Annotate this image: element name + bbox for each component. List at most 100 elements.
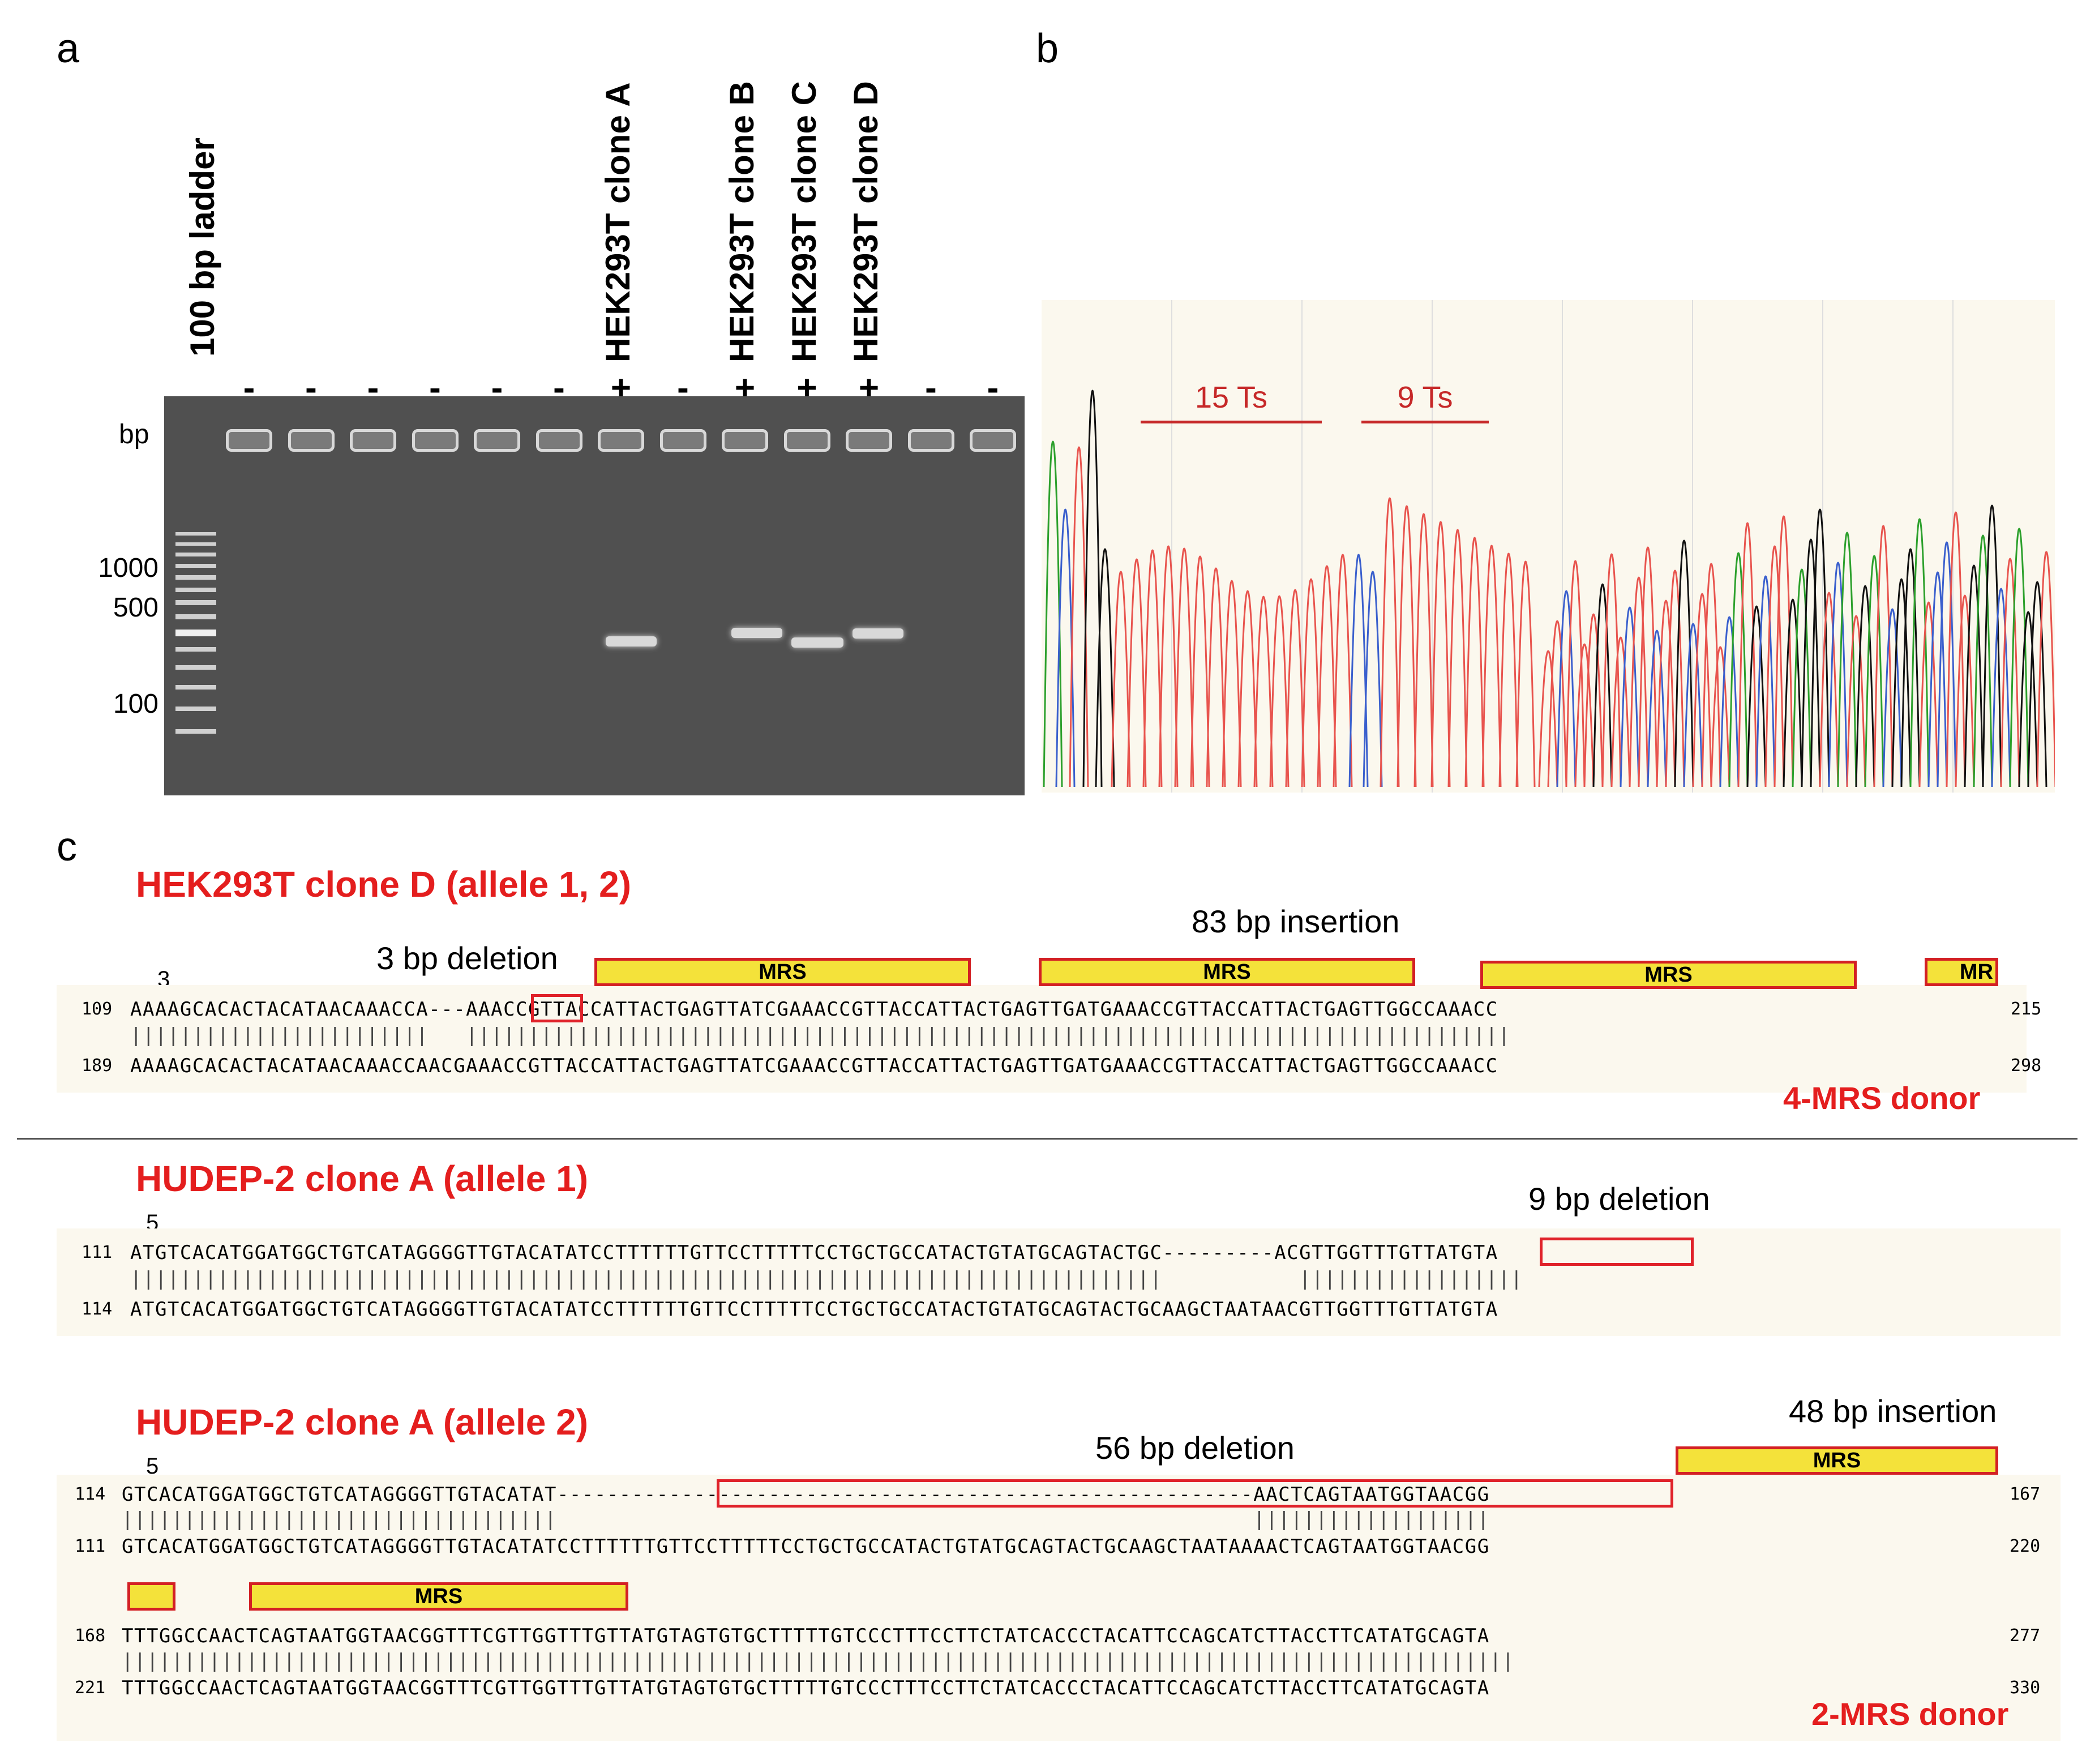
ladder-band (175, 707, 216, 711)
query-end: 215 (2011, 999, 2042, 1019)
title-hudep-a2: HUDEP-2 clone A (allele 2) (136, 1402, 589, 1442)
trace-peak (1538, 650, 1558, 787)
trace-peak (1701, 563, 1721, 787)
trace-peak (1111, 571, 1131, 787)
trace-peak (1190, 555, 1210, 787)
marker-hudep-a2: 5 (146, 1454, 159, 1479)
trace-peak (1253, 596, 1274, 787)
trace-peak (1142, 549, 1163, 787)
panel-label-b: b (1036, 26, 1059, 71)
match-line: ||||||||||||||||||||||||||||||||||||||||… (130, 1268, 1523, 1290)
trace-peak (1692, 593, 1712, 787)
trace-peak (1946, 511, 1966, 787)
ladder-label: 100 bp ladder (183, 138, 221, 357)
mrs-box-1: MRS (594, 958, 971, 986)
panel-label-a: a (57, 26, 80, 71)
trace-peak (1674, 540, 1694, 787)
mrs-box-4: MR (1925, 958, 1998, 986)
row2-ref-seq: TTTGGCCAACTCAGTAATGGTAACGGTTTCGTTGGTTTGT… (122, 1677, 1490, 1699)
deletion-label-hudep-a2: 56 bp deletion (1095, 1430, 1295, 1466)
ladder-band (175, 600, 216, 605)
query-start: 109 (82, 999, 113, 1019)
row1-ref-seq: GTCACATGGATGGCTGTCATAGGGGTTGTACATATCCTTT… (122, 1535, 1490, 1558)
trace-peak (1792, 568, 1812, 787)
alignment-clone-d: 109 AAAAGCACACTACATAACAAACCA---AAACCGTTA… (57, 985, 2041, 1093)
trace-peak (1638, 546, 1658, 787)
ladder-band (175, 542, 216, 546)
trace-peak (2036, 551, 2055, 787)
trace-peak (1937, 541, 1957, 787)
trace-peak (1973, 534, 1993, 787)
ref-end: 298 (2011, 1056, 2042, 1076)
trace-peak (1126, 558, 1147, 787)
ladder-band (175, 553, 216, 556)
gel-well (783, 429, 830, 452)
row2-query-seq: TTTGGCCAACTCAGTAATGGTAACGGTTTCGTTGGTTTGT… (122, 1625, 1490, 1647)
chromatogram: 15 Ts 9 Ts (1042, 300, 2055, 793)
trace-peak (2018, 611, 2038, 787)
query-start: 111 (82, 1243, 113, 1262)
trace-peak (1955, 594, 1975, 787)
trace-peak (1774, 515, 1794, 787)
trace-peak (1810, 508, 1830, 787)
band-clone-d (853, 628, 903, 639)
gel-well (536, 429, 582, 452)
row2-ref-start: 221 (75, 1678, 106, 1698)
row1-query-seq: GTCACATGGATGGCTGTCATAGGGGTTGTACATAT-----… (122, 1483, 1490, 1506)
trace-peak (1855, 585, 1875, 787)
trace-peak (1333, 554, 1353, 787)
trace-peak (1237, 590, 1258, 787)
trace-peak (1755, 575, 1776, 787)
band-clone-a (606, 636, 657, 646)
trace-peak (1447, 529, 1468, 787)
chromatogram-traces (1043, 300, 2055, 793)
trace-peak (1909, 518, 1930, 787)
trace-peak (1927, 571, 1948, 787)
trace-peak (1601, 553, 1622, 787)
row2-query-end: 277 (2010, 1626, 2041, 1646)
trace-peak (2009, 528, 2029, 787)
trace-peak (1837, 532, 1857, 787)
ladder-band-500 (175, 630, 216, 636)
annotation-15ts: 15 Ts (1141, 382, 1322, 423)
trace-peak (1363, 571, 1383, 787)
axis-unit-label: bp (119, 419, 149, 449)
deletion-label-hudep-a1: 9 bp deletion (1528, 1181, 1710, 1217)
trace-peak (1882, 608, 1903, 787)
mrs-box-2: MRS (1039, 958, 1415, 986)
trace-peak (1498, 553, 1519, 787)
gel-well (350, 429, 396, 452)
gel-well (474, 429, 520, 452)
trace-peak (1620, 606, 1640, 787)
deletion-box-clone-d (531, 994, 583, 1022)
trace-peak (1430, 521, 1451, 787)
trace-peak (2000, 558, 2020, 787)
trace-peak (1864, 555, 1884, 787)
trace-peak (1317, 565, 1337, 787)
alignment-hudep-a1: 111 ATGTCACATGGATGGCTGTCATAGGGGTTGTACATA… (57, 1228, 2061, 1336)
gel-well (598, 429, 644, 452)
ladder-band (175, 647, 216, 652)
trace-peak (1610, 636, 1631, 787)
section-divider (17, 1138, 2077, 1140)
title-clone-d: HEK293T clone D (allele 1, 2) (136, 864, 631, 905)
trace-peak (1301, 578, 1321, 787)
mrs-box-hudep-3: MRS (249, 1582, 628, 1611)
trace-peak (1397, 505, 1417, 787)
row1-query-start: 114 (75, 1484, 106, 1504)
trace-peak (1656, 600, 1676, 787)
annotation-15ts-line (1141, 421, 1322, 423)
row2-ref-end: 330 (2010, 1678, 2041, 1698)
annotation-9ts-label: 9 Ts (1397, 380, 1453, 414)
trace-peak (1574, 643, 1595, 787)
ladder-band (175, 588, 216, 592)
row2-query-start: 168 (75, 1626, 106, 1646)
trace-peak (1891, 578, 1912, 787)
gel-well (722, 429, 768, 452)
donor-label-2mrs: 2-MRS donor (1811, 1696, 2009, 1732)
gel-well (659, 429, 706, 452)
gel-well (412, 429, 459, 452)
gel-well (907, 429, 954, 452)
trace-peak (1873, 525, 1894, 787)
trace-peak (1082, 389, 1103, 787)
